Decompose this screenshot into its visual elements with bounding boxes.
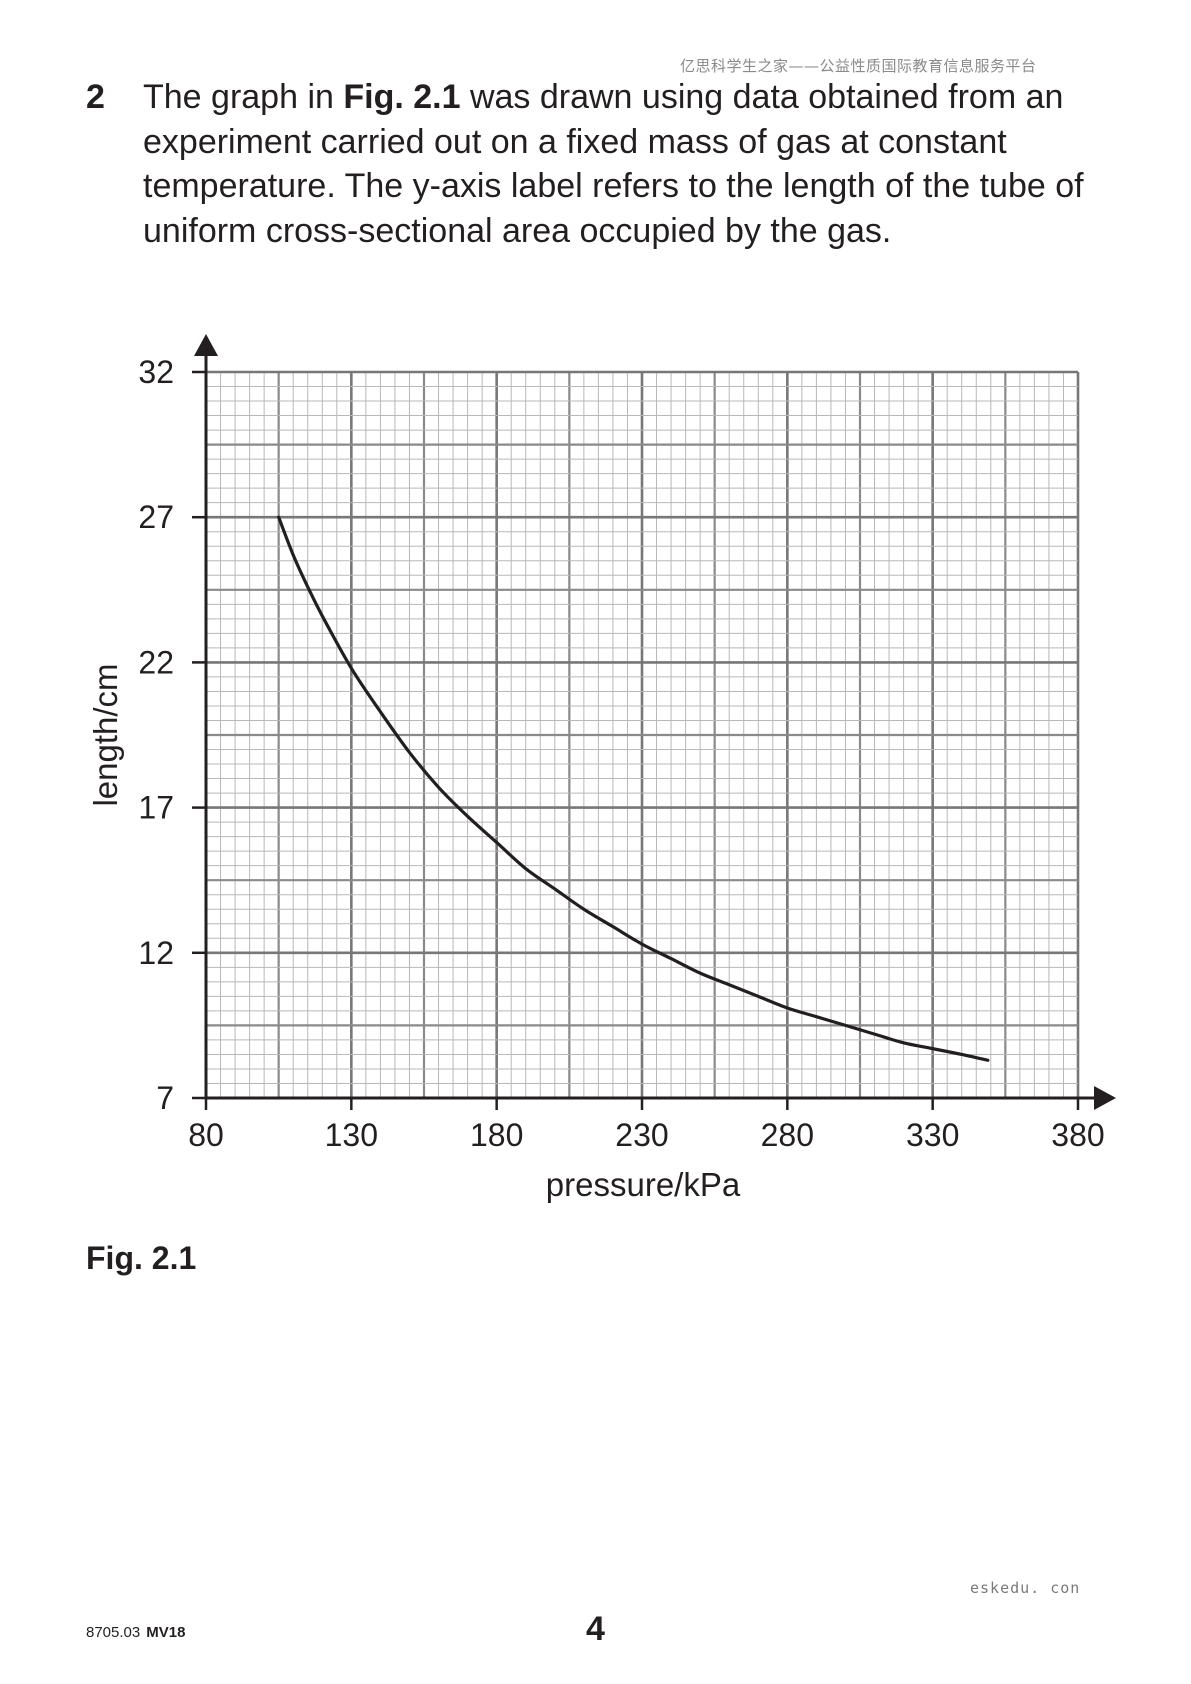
question-text-start: The graph in bbox=[143, 78, 344, 116]
header-watermark: 亿思科学生之家——公益性质国际教育信息服务平台 bbox=[680, 57, 1037, 75]
figure-caption: Fig. 2.1 bbox=[86, 1240, 197, 1276]
y-tick-label: 22 bbox=[138, 644, 174, 680]
x-tick-label: 180 bbox=[470, 1117, 523, 1153]
y-tick-label: 7 bbox=[156, 1080, 174, 1116]
question-text: The graph in Fig. 2.1 was drawn using da… bbox=[143, 75, 1103, 253]
pressure-length-graph: 7 12 17 22 27 32 80 130 180 230 280 330 380 pressure… bbox=[87, 334, 1116, 1203]
footer-code: 8705.03 MV18 bbox=[86, 1624, 185, 1641]
x-tick-label: 230 bbox=[615, 1117, 668, 1153]
question-number: 2 bbox=[86, 78, 105, 116]
x-tick-label: 80 bbox=[188, 1117, 224, 1153]
tick-labels: 7 12 17 22 27 32 80 130 180 230 280 330 380 bbox=[138, 354, 1104, 1153]
y-tick-label: 32 bbox=[138, 354, 174, 390]
footer-watermark: eskedu. con bbox=[970, 1579, 1081, 1597]
x-axis-arrow bbox=[1094, 1086, 1116, 1110]
page-number: 4 bbox=[586, 1610, 605, 1648]
y-axis-arrow bbox=[194, 334, 218, 356]
data-series bbox=[277, 515, 990, 1062]
question-text-rest: was drawn using data obtained from an ex… bbox=[143, 78, 1084, 250]
paper-version: MV18 bbox=[146, 1624, 186, 1641]
y-tick-label: 27 bbox=[138, 499, 174, 535]
x-axis-label: pressure/kPa bbox=[546, 1166, 741, 1203]
paper-code: 8705.03 bbox=[86, 1624, 141, 1641]
axes bbox=[194, 334, 1116, 1110]
x-tick-label: 380 bbox=[1051, 1117, 1104, 1153]
figure-reference: Fig. 2.1 bbox=[343, 78, 461, 116]
y-tick-label: 17 bbox=[138, 790, 174, 826]
y-axis-label: length/cm bbox=[87, 663, 124, 806]
grid bbox=[204, 370, 1080, 1100]
x-tick-label: 330 bbox=[906, 1117, 959, 1153]
y-tick-label: 12 bbox=[138, 935, 174, 971]
length-pressure-curve bbox=[277, 515, 990, 1062]
x-tick-label: 280 bbox=[761, 1117, 814, 1153]
x-tick-label: 130 bbox=[325, 1117, 378, 1153]
